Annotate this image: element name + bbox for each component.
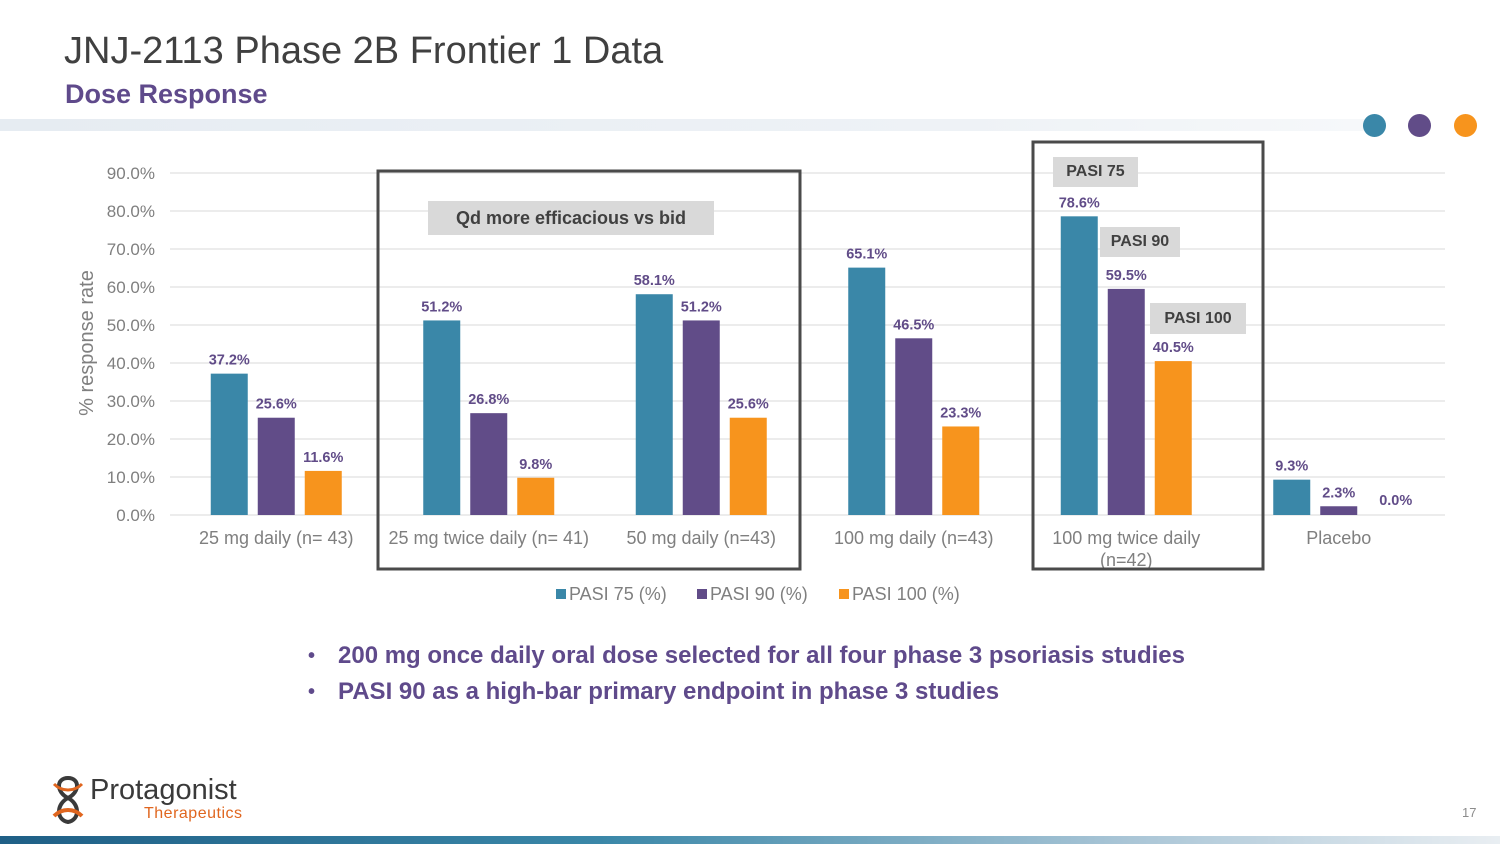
y-tick-label: 50.0% [107,316,155,335]
key-point-item: • 200 mg once daily oral dose selected f… [308,640,1185,676]
data-label: 51.2% [681,299,722,315]
purple-dot-icon [1408,114,1431,137]
bar [1107,288,1145,515]
data-label: 11.6% [303,450,343,466]
key-point-text: 200 mg once daily oral dose selected for… [338,642,1185,669]
qd-efficacy-callout: Qd more efficacious vs bid [428,201,714,235]
bar [304,470,342,515]
x-category-label: 100 mg daily (n=43) [834,528,994,548]
bar [1060,216,1098,515]
bar [1320,506,1358,515]
data-label: 23.3% [940,405,981,421]
key-point-item: • PASI 90 as a high-bar primary endpoint… [308,676,1185,712]
x-category-label: 50 mg daily (n=43) [626,528,776,548]
y-tick-label: 90.0% [107,164,155,183]
data-label: 58.1% [634,273,675,289]
pasi75-callout: PASI 75 [1053,157,1138,187]
page-title: JNJ-2113 Phase 2B Frontier 1 Data [64,30,664,72]
bar [895,338,933,515]
y-tick-label: 10.0% [107,468,155,487]
bullet-icon: • [308,681,316,703]
footer-bar [0,836,1500,844]
header-divider-band [0,119,1370,131]
y-tick-label: 30.0% [107,392,155,411]
legend-swatch [697,589,707,599]
page-subtitle: Dose Response [65,79,268,109]
y-tick-label: 20.0% [107,430,155,449]
orange-dot-icon [1454,114,1477,137]
bar [517,477,555,515]
page-number: 17 [1462,805,1477,820]
bar [682,320,720,515]
bar [729,417,767,515]
bar [1154,361,1192,515]
pasi100-callout: PASI 100 [1150,303,1246,334]
data-label: 46.5% [893,317,934,333]
data-label: 37.2% [209,353,250,369]
legend-label: PASI 75 (%) [569,584,667,604]
y-tick-label: 0.0% [116,506,155,525]
bar [942,426,980,515]
y-tick-label: 80.0% [107,202,155,221]
bar [470,413,508,515]
bid-highlight-box [1031,140,1265,571]
teal-dot-icon [1363,114,1386,137]
legend-label: PASI 100 (%) [852,584,960,604]
bar [635,294,673,515]
bar [848,267,886,515]
x-category-label: 25 mg daily (n= 43) [199,528,354,548]
data-label: 78.6% [1059,195,1100,211]
data-label: 9.3% [1275,459,1308,475]
data-label: 2.3% [1322,485,1355,501]
data-label: 65.1% [846,247,887,263]
data-label: 51.2% [421,299,462,315]
bar [257,417,295,515]
x-category-label: (n=42) [1100,550,1153,570]
y-tick-label: 70.0% [107,240,155,259]
bar [1273,479,1311,515]
qd-highlight-box [376,169,802,571]
data-label: 59.5% [1106,268,1147,284]
key-points-list: • 200 mg once daily oral dose selected f… [308,640,1185,712]
x-category-label: 25 mg twice daily (n= 41) [388,528,589,548]
data-label: 25.6% [256,397,297,413]
y-tick-label: 60.0% [107,278,155,297]
bullet-icon: • [308,645,316,667]
data-label: 0.0% [1379,493,1412,509]
bar [210,373,248,515]
x-category-label: 100 mg twice daily [1052,528,1200,548]
x-category-label: Placebo [1306,528,1371,548]
company-logo: Protagonist Therapeutics [48,774,268,830]
y-axis-label: % response rate [76,270,98,416]
legend-swatch [839,589,849,599]
protagonist-logo-icon [52,775,84,825]
dose-response-chart: 0.0% 10.0% 20.0% 30.0% 40.0% 50.0% 60.0% 70.0% 8… [76,140,1445,604]
logo-subtitle: Therapeutics [144,805,243,822]
legend-label: PASI 90 (%) [710,584,808,604]
logo-name: Protagonist [90,774,237,806]
data-label: 40.5% [1153,340,1194,356]
y-tick-label: 40.0% [107,354,155,373]
key-point-text: PASI 90 as a high-bar primary endpoint i… [338,678,1000,705]
pasi90-callout: PASI 90 [1100,227,1180,257]
legend-swatch [556,589,566,599]
data-label: 26.8% [468,392,509,408]
bar [423,320,461,515]
data-label: 25.6% [728,397,769,413]
data-label: 9.8% [519,457,552,473]
